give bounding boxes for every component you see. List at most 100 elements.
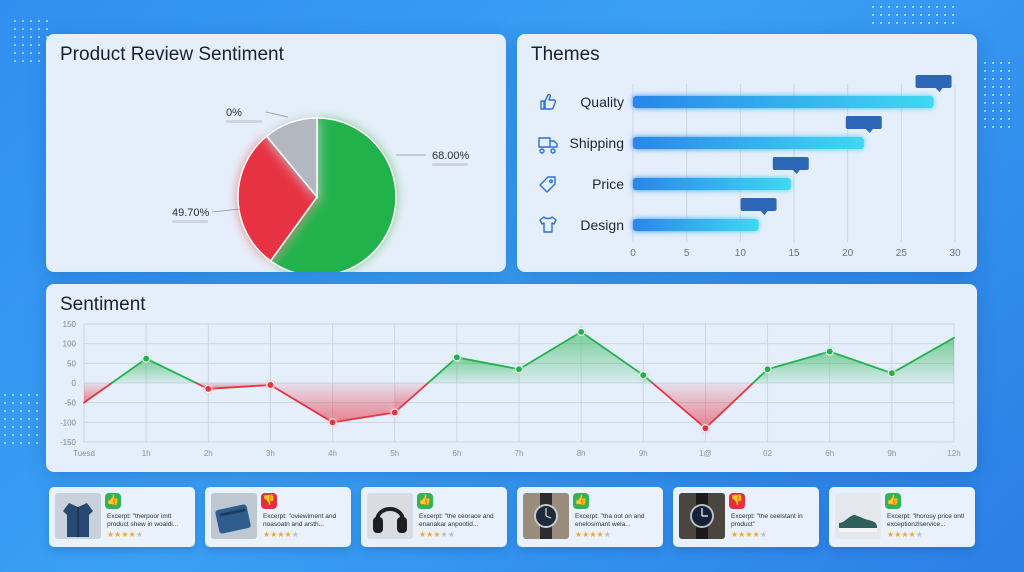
- line-x-tick: 5h: [390, 449, 399, 458]
- star-icon: ★: [596, 530, 604, 539]
- sentiment-line-segment: [427, 356, 458, 384]
- positive-area: [456, 357, 519, 383]
- sentiment-point: [515, 365, 523, 374]
- line-y-tick: -50: [64, 399, 76, 408]
- pie-slice: [237, 135, 318, 262]
- line-x-tick: 6h: [452, 449, 461, 458]
- themes-chart-panel: Themes 0 5 10 15 20 25 30 Quality Shipping Price…: [517, 34, 977, 272]
- positive-area: [767, 351, 830, 383]
- thumbs-down-icon: 👎: [729, 493, 745, 509]
- star-icon: ★: [901, 530, 909, 539]
- line-y-tick: -100: [60, 418, 77, 427]
- thumbs-up-icon: 👍: [417, 493, 433, 509]
- review-card[interactable]: 👍 Excerpt: "therpoor imtt product shew in…: [49, 487, 195, 547]
- product-thumbnail: [55, 493, 101, 539]
- sentiment-line-segment: [393, 382, 429, 414]
- star-icon: ★: [426, 530, 434, 539]
- line-x-tick: 4h: [328, 449, 337, 458]
- star-icon: ★: [745, 530, 753, 539]
- thumbs-up-icon: 👍: [885, 493, 901, 509]
- negative-area: [332, 383, 395, 423]
- star-icon: ★: [135, 530, 143, 539]
- sentiment-chart-title: Sentiment: [60, 294, 146, 315]
- review-card[interactable]: 👎 Excerpt: "the ceelstant in product" ★★★★…: [673, 487, 819, 547]
- sentiment-point: [204, 384, 213, 393]
- star-icon: ★: [915, 530, 923, 539]
- sentiment-point: [266, 380, 275, 389]
- product-thumbnail: [211, 493, 257, 539]
- sentiment-point: [639, 371, 648, 380]
- review-card[interactable]: 👍 Excerpt: "the ceorace and enanakar anpo…: [361, 487, 507, 547]
- themes-bar-chart: 0 5 10 15 20 25 30 Quality Shipping Price Design: [538, 75, 961, 259]
- thumbs-up-icon: 👍: [105, 493, 121, 509]
- review-card[interactable]: 👍 Excerpt: "lhorosy price ontl exceptionz…: [829, 487, 975, 547]
- sentiment-line-segment: [331, 411, 396, 424]
- pie-slice: [265, 117, 318, 200]
- star-icon: ★: [575, 530, 583, 539]
- pie-label-underline: [172, 220, 208, 223]
- theme-bar: [633, 137, 864, 149]
- decor-dots-right: [984, 62, 1014, 132]
- star-icon: ★: [284, 530, 292, 539]
- bar-category-label: Design: [580, 217, 624, 233]
- thumbs-up-icon: 👍: [573, 493, 589, 509]
- review-excerpt: Excerpt: "therpoor imtt product shew in …: [107, 513, 179, 528]
- bar-value-tooltip: [740, 198, 777, 215]
- product-thumbnail: [367, 493, 413, 539]
- line-x-tick: 7h: [515, 449, 524, 458]
- sentiment-line-segment: [651, 382, 707, 430]
- star-icon: ★: [752, 530, 760, 539]
- star-rating: ★★★★★: [887, 530, 923, 539]
- sentiment-line-chart: 150 100 50 0 -50 -100 -150 Tuesd 1h 2h 3h 4h 5h 6h 7h 8…: [60, 320, 961, 458]
- thumbs-up-icon: [540, 93, 557, 110]
- sentiment-point: [142, 354, 151, 363]
- review-excerpt: Excerpt: "the ceelstant in product": [731, 513, 803, 528]
- sentiment-line-segment: [207, 384, 272, 390]
- pie-leader-line: [211, 208, 241, 213]
- product-thumbnail: [523, 493, 569, 539]
- sentiment-line-segment: [110, 357, 148, 384]
- star-icon: ★: [107, 530, 115, 539]
- line-x-tick: 6h: [825, 449, 834, 458]
- star-icon: ★: [291, 530, 299, 539]
- bar-x-tick: 15: [788, 248, 800, 259]
- bar-x-tick: 5: [684, 248, 690, 259]
- line-y-tick: 50: [67, 359, 76, 368]
- line-x-tick: 9h: [887, 449, 896, 458]
- sentiment-point: [390, 408, 399, 417]
- sentiment-line-segment: [455, 356, 520, 371]
- line-y-tick: 100: [63, 340, 77, 349]
- review-card[interactable]: 👍 Excerpt: "tha oot on and enelosimant we…: [517, 487, 663, 547]
- review-card[interactable]: 👎 Excerpt: "oviewiment and noasoatn and a…: [205, 487, 351, 547]
- pie-slice-label: 68.00%: [432, 150, 470, 162]
- line-y-tick: 150: [63, 320, 77, 329]
- star-rating: ★★★★★: [263, 530, 299, 539]
- sentiment-line-segment: [269, 384, 334, 424]
- positive-area: [829, 351, 892, 383]
- line-x-tick: 2h: [204, 449, 213, 458]
- review-excerpt: Excerpt: "oviewiment and noasoatn and ar…: [263, 513, 337, 528]
- bar-category-label: Quality: [580, 94, 624, 110]
- product-thumbnail: [835, 493, 881, 539]
- sentiment-line-segment: [704, 382, 754, 430]
- star-icon: ★: [270, 530, 278, 539]
- review-excerpt: Excerpt: "tha oot on and enelosimant wel…: [575, 513, 645, 528]
- bar-category-label: Price: [592, 176, 624, 192]
- star-rating: ★★★★★: [575, 530, 611, 539]
- line-x-tick: 02: [763, 449, 772, 458]
- line-x-tick: 3h: [266, 449, 275, 458]
- star-icon: ★: [277, 530, 285, 539]
- line-x-tick: 9h: [639, 449, 648, 458]
- line-y-tick: 0: [72, 379, 77, 388]
- sentiment-line-segment: [766, 350, 831, 371]
- line-x-tick: 1@: [699, 449, 712, 458]
- star-icon: ★: [759, 530, 767, 539]
- sentiment-point: [701, 424, 710, 433]
- theme-bar: [633, 178, 791, 190]
- sentiment-line-segment: [580, 330, 645, 377]
- sentiment-line-segment: [518, 330, 583, 371]
- star-icon: ★: [738, 530, 746, 539]
- sentiment-point: [328, 418, 337, 427]
- positive-area: [519, 331, 582, 383]
- sentiment-line-segment: [828, 350, 893, 375]
